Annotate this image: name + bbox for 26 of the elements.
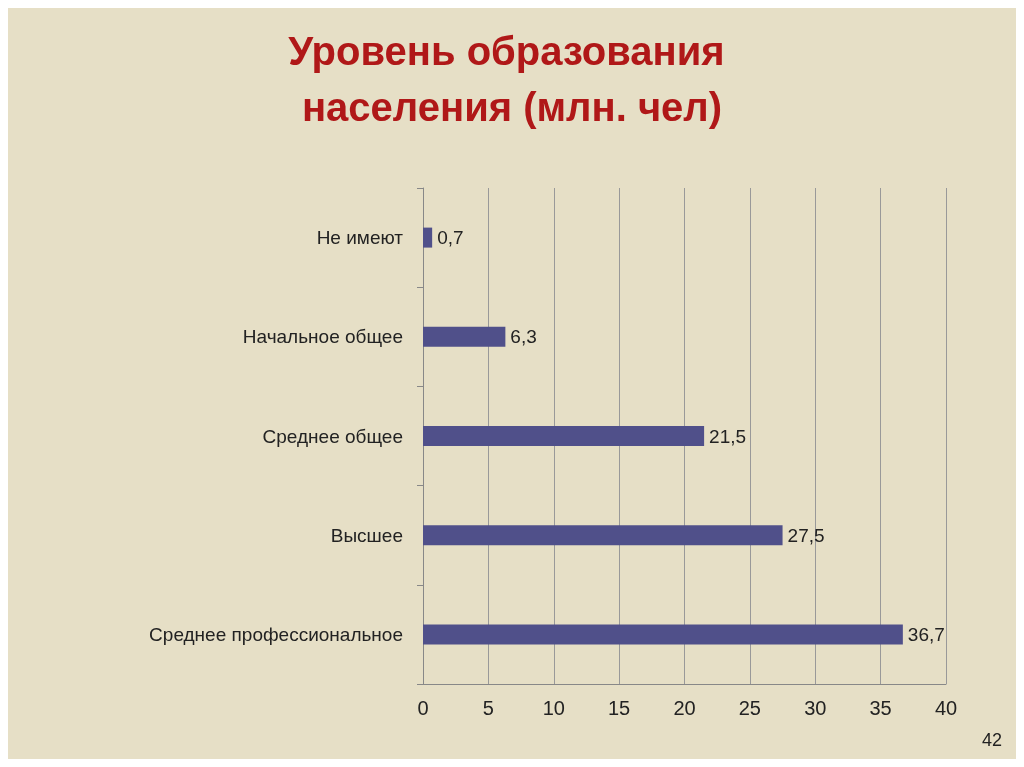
text: 42 [981, 730, 1003, 750]
data-label: 36,7 [907, 623, 945, 645]
chart-title: Уровень образования населения (млн. чел) [288, 29, 736, 129]
y-tick-label: Высшее [330, 524, 403, 546]
x-tick-label: 15 [608, 697, 631, 719]
y-tick-label: Среднее общее [262, 425, 403, 447]
bar [423, 525, 783, 546]
y-tick-label: Не имеют [316, 227, 404, 249]
y-tick-label: Начальное общее [242, 326, 403, 348]
bar [423, 624, 903, 645]
x-tick-label: 30 [804, 697, 827, 719]
data-label: 21,5 [709, 425, 747, 447]
x-tick-label: 10 [542, 697, 565, 719]
data-label: 0,7 [437, 227, 464, 249]
y-tick-label: Среднее профессиональное [149, 623, 403, 645]
x-tick-label: 20 [673, 697, 696, 719]
bar [423, 227, 433, 248]
x-tick-label: 0 [417, 697, 429, 719]
bar [423, 326, 506, 347]
x-tick-label: 25 [738, 697, 761, 719]
data-label: 27,5 [787, 524, 825, 546]
x-tick-label: 5 [482, 697, 494, 719]
bar [423, 426, 705, 446]
x-tick-label: 40 [934, 697, 958, 719]
data-label: 6,3 [510, 326, 537, 348]
x-tick-label: 35 [869, 697, 892, 719]
